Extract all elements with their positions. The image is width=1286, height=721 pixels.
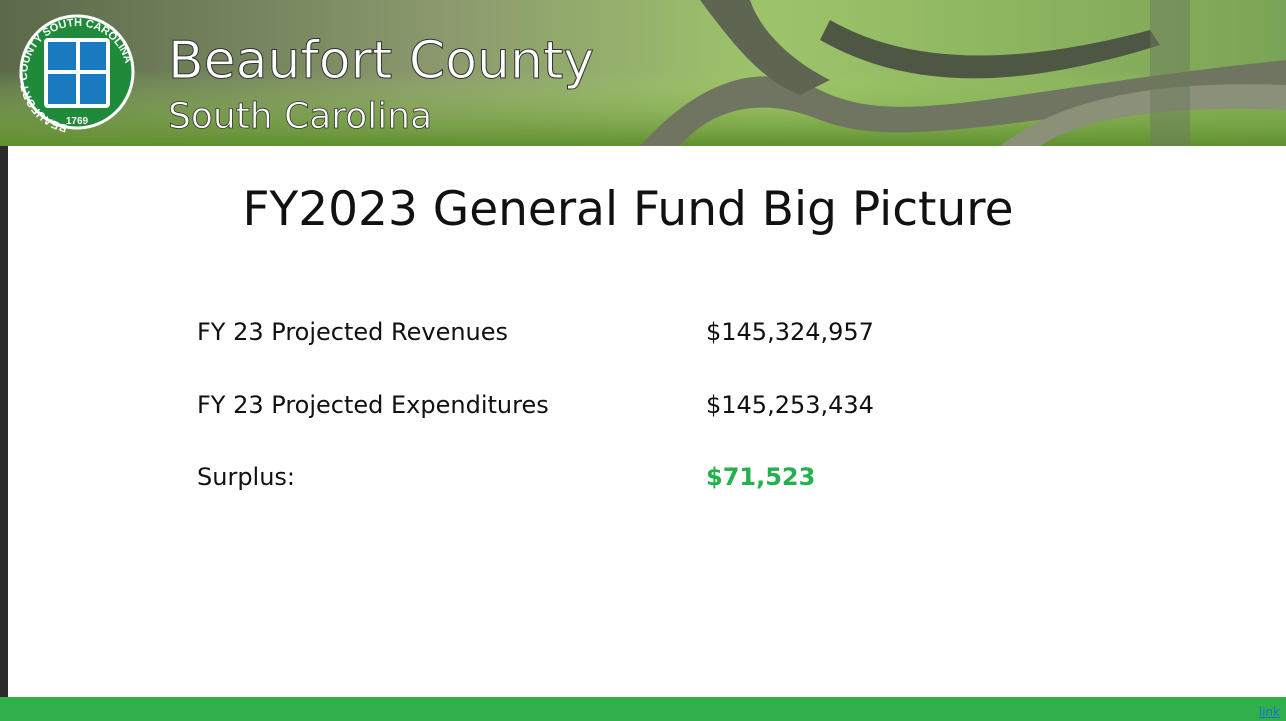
row-label: FY 23 Projected Expenditures xyxy=(197,391,549,419)
branch xyxy=(640,60,1286,146)
link[interactable]: link xyxy=(1258,705,1280,719)
branch xyxy=(1000,84,1286,146)
row-value: $145,324,957 xyxy=(706,318,874,346)
row-value: $145,253,434 xyxy=(706,391,874,419)
banner-title: Beaufort County xyxy=(168,31,594,91)
seal-quad xyxy=(48,74,76,104)
seal-quad xyxy=(80,74,106,104)
left-rule xyxy=(0,146,8,697)
seal-year: 1769 xyxy=(66,116,89,127)
seal-quad xyxy=(48,42,76,70)
row-label: Surplus: xyxy=(197,463,296,491)
row-value: $71,523 xyxy=(706,463,816,491)
seal-quad xyxy=(80,42,106,70)
footer: link xyxy=(0,697,1286,721)
slide-title: FY2023 General Fund Big Picture xyxy=(242,182,1014,237)
banner: BEAUFORT COUNTY SOUTH CAROLINA 1769 Beau… xyxy=(0,0,1286,146)
trunk xyxy=(1150,0,1190,146)
branch xyxy=(820,20,1160,79)
branch xyxy=(700,0,830,95)
seal: BEAUFORT COUNTY SOUTH CAROLINA 1769 xyxy=(18,14,135,134)
row-label: FY 23 Projected Revenues xyxy=(197,318,509,346)
banner-subtitle: South Carolina xyxy=(168,96,432,137)
